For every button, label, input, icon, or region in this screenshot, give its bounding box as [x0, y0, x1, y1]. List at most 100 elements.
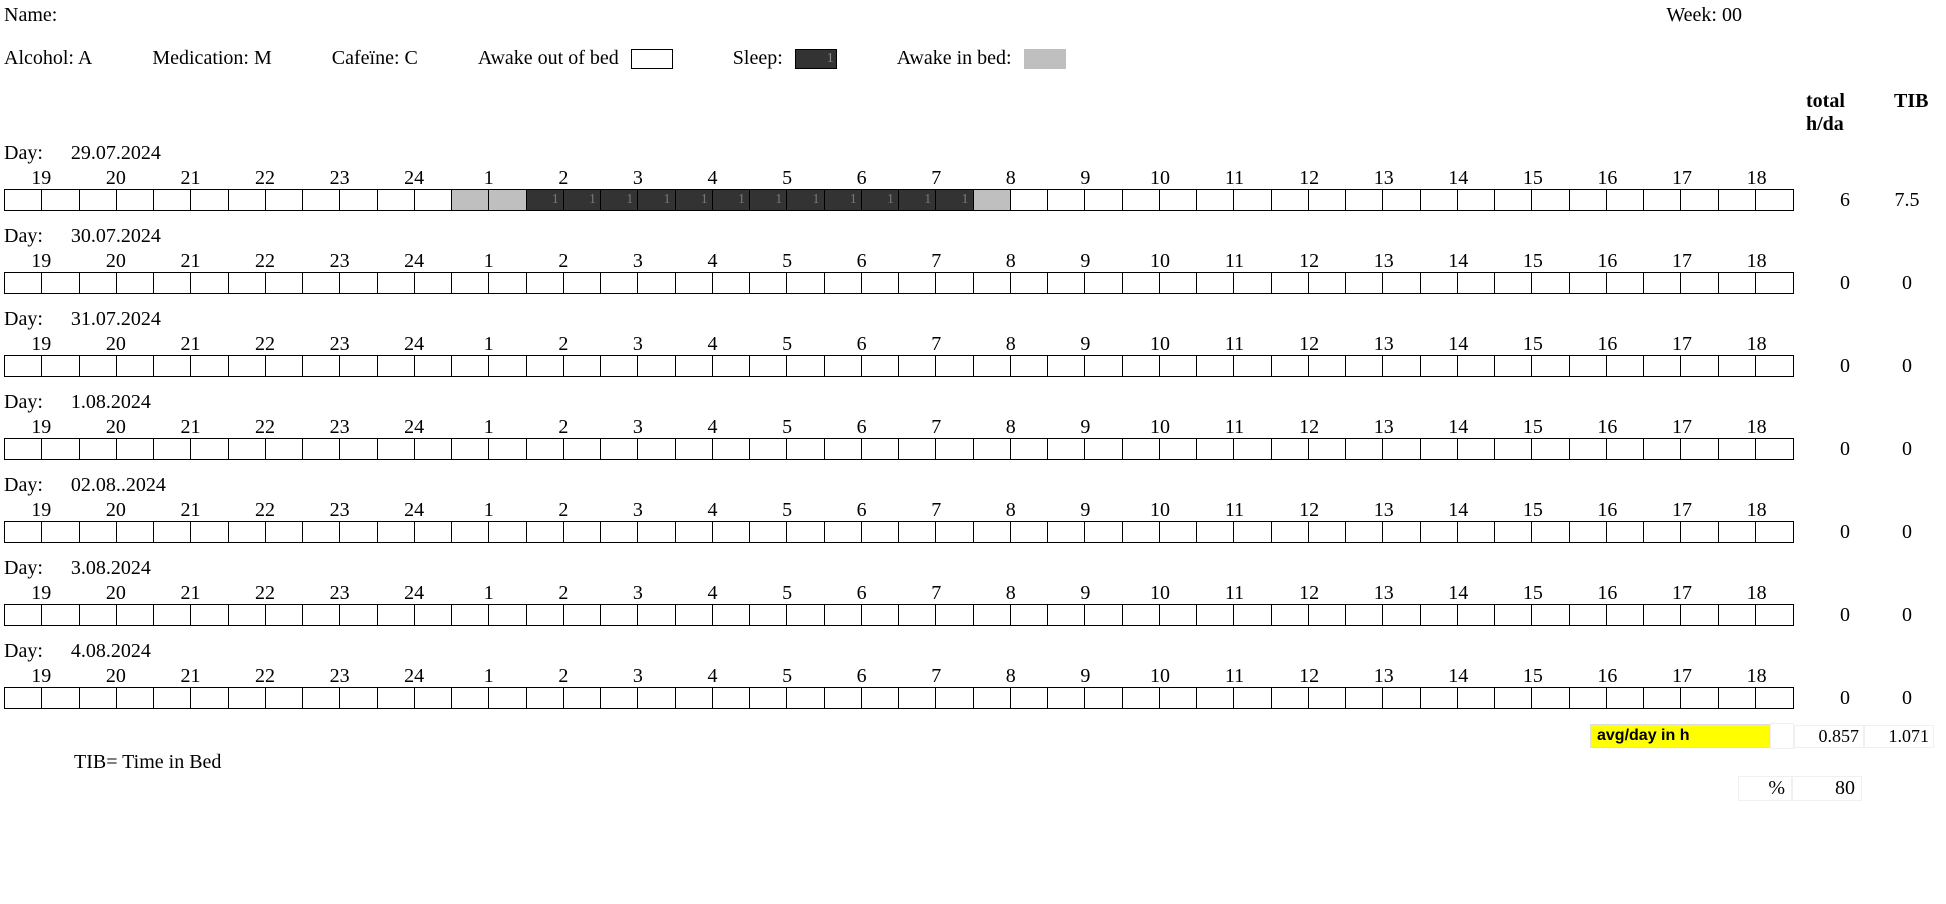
- sleep-cell[interactable]: [489, 273, 526, 293]
- sleep-cell[interactable]: 1: [862, 190, 899, 210]
- sleep-cell[interactable]: [1197, 190, 1234, 210]
- sleep-cell[interactable]: [787, 439, 824, 459]
- sleep-cell[interactable]: [415, 356, 452, 376]
- sleep-cell[interactable]: [340, 356, 377, 376]
- sleep-cell[interactable]: 1: [527, 190, 564, 210]
- sleep-cell[interactable]: [974, 273, 1011, 293]
- sleep-cell[interactable]: [638, 605, 675, 625]
- sleep-cell[interactable]: [1458, 688, 1495, 708]
- sleep-cell[interactable]: [1272, 688, 1309, 708]
- sleep-cell[interactable]: [1421, 273, 1458, 293]
- sleep-cell[interactable]: [750, 522, 787, 542]
- sleep-cell[interactable]: [1123, 522, 1160, 542]
- sleep-cell[interactable]: [601, 605, 638, 625]
- sleep-cell[interactable]: [154, 190, 191, 210]
- sleep-cell[interactable]: [1234, 273, 1271, 293]
- sleep-cell[interactable]: [191, 356, 228, 376]
- sleep-cell[interactable]: [750, 439, 787, 459]
- sleep-cell[interactable]: [1123, 439, 1160, 459]
- sleep-cell[interactable]: [1756, 522, 1793, 542]
- sleep-cell[interactable]: [713, 273, 750, 293]
- sleep-cell[interactable]: [154, 356, 191, 376]
- sleep-cell[interactable]: [1234, 605, 1271, 625]
- sleep-cell[interactable]: [1346, 273, 1383, 293]
- sleep-cell[interactable]: [80, 522, 117, 542]
- sleep-cell[interactable]: [936, 439, 973, 459]
- sleep-cell[interactable]: [489, 356, 526, 376]
- sleep-cell[interactable]: [1421, 439, 1458, 459]
- sleep-cell[interactable]: [527, 688, 564, 708]
- sleep-cell[interactable]: [1346, 688, 1383, 708]
- sleep-cell[interactable]: [340, 688, 377, 708]
- sleep-cell[interactable]: [266, 190, 303, 210]
- sleep-cell[interactable]: [42, 439, 79, 459]
- sleep-cell[interactable]: [1644, 273, 1681, 293]
- sleep-cell[interactable]: [1197, 522, 1234, 542]
- sleep-cell[interactable]: 1: [899, 190, 936, 210]
- sleep-cell[interactable]: [527, 522, 564, 542]
- sleep-cell[interactable]: [638, 522, 675, 542]
- sleep-cell[interactable]: [825, 356, 862, 376]
- sleep-cell[interactable]: [676, 522, 713, 542]
- sleep-cell[interactable]: [489, 522, 526, 542]
- sleep-cell[interactable]: [1495, 439, 1532, 459]
- sleep-cell[interactable]: [1160, 190, 1197, 210]
- sleep-cell[interactable]: [974, 190, 1011, 210]
- sleep-cell[interactable]: [713, 605, 750, 625]
- sleep-cell[interactable]: [1719, 522, 1756, 542]
- sleep-cell[interactable]: [340, 273, 377, 293]
- sleep-cell[interactable]: [1272, 273, 1309, 293]
- sleep-cell[interactable]: [1011, 605, 1048, 625]
- sleep-cell[interactable]: [1681, 273, 1718, 293]
- sleep-cell[interactable]: [1532, 190, 1569, 210]
- sleep-cell[interactable]: [564, 605, 601, 625]
- sleep-cell[interactable]: [1346, 522, 1383, 542]
- sleep-cell[interactable]: [415, 688, 452, 708]
- sleep-cell[interactable]: [266, 273, 303, 293]
- sleep-cell[interactable]: [1458, 605, 1495, 625]
- sleep-cell[interactable]: [1681, 356, 1718, 376]
- sleep-cell[interactable]: [1160, 605, 1197, 625]
- sleep-cell[interactable]: [1532, 605, 1569, 625]
- sleep-cell[interactable]: [154, 439, 191, 459]
- sleep-cell[interactable]: [1272, 522, 1309, 542]
- sleep-cell[interactable]: [1123, 688, 1160, 708]
- sleep-cell[interactable]: [1234, 356, 1271, 376]
- sleep-cell[interactable]: [1048, 605, 1085, 625]
- sleep-cell[interactable]: [1346, 190, 1383, 210]
- sleep-cell[interactable]: [489, 605, 526, 625]
- sleep-cell[interactable]: [1309, 273, 1346, 293]
- sleep-cell[interactable]: [750, 605, 787, 625]
- sleep-cell[interactable]: [676, 273, 713, 293]
- sleep-cell[interactable]: [1309, 688, 1346, 708]
- sleep-cell[interactable]: [1607, 522, 1644, 542]
- sleep-cell[interactable]: [1681, 688, 1718, 708]
- sleep-cell[interactable]: [601, 356, 638, 376]
- sleep-cell[interactable]: [899, 356, 936, 376]
- sleep-cell[interactable]: [80, 356, 117, 376]
- sleep-cell[interactable]: [750, 356, 787, 376]
- sleep-cell[interactable]: [489, 688, 526, 708]
- sleep-cell[interactable]: [191, 273, 228, 293]
- sleep-cell[interactable]: [1570, 273, 1607, 293]
- sleep-cell[interactable]: [1756, 190, 1793, 210]
- sleep-cell[interactable]: [862, 522, 899, 542]
- sleep-cell[interactable]: [936, 273, 973, 293]
- sleep-cell[interactable]: [1719, 356, 1756, 376]
- sleep-cell[interactable]: [154, 688, 191, 708]
- sleep-cell[interactable]: [564, 688, 601, 708]
- sleep-cell[interactable]: [1421, 688, 1458, 708]
- sleep-cell[interactable]: [1197, 688, 1234, 708]
- sleep-cell[interactable]: [415, 522, 452, 542]
- sleep-cell[interactable]: [1048, 273, 1085, 293]
- sleep-cell[interactable]: [340, 439, 377, 459]
- sleep-cell[interactable]: [1644, 522, 1681, 542]
- sleep-cell[interactable]: [1756, 605, 1793, 625]
- sleep-cell[interactable]: [1644, 605, 1681, 625]
- sleep-cell[interactable]: [787, 522, 824, 542]
- sleep-cell[interactable]: [303, 356, 340, 376]
- sleep-cell[interactable]: [601, 439, 638, 459]
- sleep-cell[interactable]: [1607, 356, 1644, 376]
- sleep-cell[interactable]: [825, 439, 862, 459]
- sleep-cell[interactable]: [1160, 439, 1197, 459]
